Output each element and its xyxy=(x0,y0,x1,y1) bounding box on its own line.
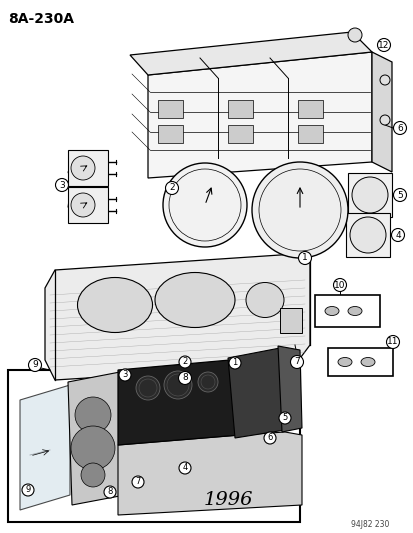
Circle shape xyxy=(379,115,389,125)
Circle shape xyxy=(298,252,311,264)
Text: 2: 2 xyxy=(182,358,187,367)
Text: 1: 1 xyxy=(232,359,237,367)
Circle shape xyxy=(252,162,347,258)
Circle shape xyxy=(228,357,240,369)
Circle shape xyxy=(278,412,290,424)
Polygon shape xyxy=(68,372,125,505)
Circle shape xyxy=(136,376,159,400)
Circle shape xyxy=(81,463,105,487)
Ellipse shape xyxy=(337,358,351,367)
Circle shape xyxy=(391,229,404,241)
Ellipse shape xyxy=(77,278,152,333)
Circle shape xyxy=(379,75,389,85)
Text: 8: 8 xyxy=(107,488,112,497)
Circle shape xyxy=(178,372,191,384)
Text: 4: 4 xyxy=(182,464,187,472)
Circle shape xyxy=(333,279,346,292)
Circle shape xyxy=(263,432,275,444)
Polygon shape xyxy=(118,360,240,445)
Polygon shape xyxy=(147,52,371,178)
Circle shape xyxy=(178,356,190,368)
Text: 7: 7 xyxy=(293,358,299,367)
Ellipse shape xyxy=(245,282,283,318)
Text: 1996: 1996 xyxy=(203,491,252,509)
Bar xyxy=(8,370,299,522)
Circle shape xyxy=(22,484,34,496)
Text: 9: 9 xyxy=(25,486,31,495)
Circle shape xyxy=(351,177,387,213)
Bar xyxy=(297,100,322,118)
Circle shape xyxy=(164,371,192,399)
Text: 6: 6 xyxy=(396,124,402,133)
Circle shape xyxy=(119,369,131,381)
Ellipse shape xyxy=(347,306,361,316)
Circle shape xyxy=(163,163,247,247)
Bar xyxy=(347,173,391,217)
Bar xyxy=(314,295,379,327)
Circle shape xyxy=(290,356,303,368)
Circle shape xyxy=(392,122,406,134)
Bar xyxy=(158,100,183,118)
Circle shape xyxy=(347,28,361,42)
Circle shape xyxy=(75,397,111,433)
Polygon shape xyxy=(130,32,371,75)
Text: 8A-230A: 8A-230A xyxy=(8,12,74,26)
Circle shape xyxy=(392,189,406,201)
Polygon shape xyxy=(228,348,284,438)
Bar xyxy=(228,100,252,118)
Circle shape xyxy=(349,217,385,253)
Text: 4: 4 xyxy=(394,230,400,239)
Bar xyxy=(228,125,252,143)
Bar xyxy=(68,187,108,223)
Circle shape xyxy=(132,476,144,488)
Polygon shape xyxy=(371,52,391,172)
Text: 2: 2 xyxy=(169,183,174,192)
Text: 6: 6 xyxy=(267,433,272,442)
Circle shape xyxy=(165,182,178,195)
Circle shape xyxy=(28,359,41,372)
Text: 8: 8 xyxy=(182,374,188,383)
Bar xyxy=(297,125,322,143)
Bar xyxy=(327,348,392,376)
Circle shape xyxy=(197,372,218,392)
Text: 3: 3 xyxy=(59,181,65,190)
Polygon shape xyxy=(277,346,301,432)
Text: 1: 1 xyxy=(301,254,307,262)
Text: 5: 5 xyxy=(282,414,287,423)
Text: 9: 9 xyxy=(32,360,38,369)
Circle shape xyxy=(71,193,95,217)
Ellipse shape xyxy=(154,272,235,327)
Polygon shape xyxy=(118,432,301,515)
Text: 12: 12 xyxy=(377,41,389,50)
Circle shape xyxy=(178,462,190,474)
Circle shape xyxy=(386,335,399,349)
Bar xyxy=(345,213,389,257)
Text: 7: 7 xyxy=(135,478,140,487)
Circle shape xyxy=(71,426,115,470)
Ellipse shape xyxy=(324,306,338,316)
Circle shape xyxy=(377,38,389,52)
Circle shape xyxy=(104,486,116,498)
Text: 5: 5 xyxy=(396,190,402,199)
Text: 3: 3 xyxy=(122,370,127,379)
Text: 11: 11 xyxy=(386,337,398,346)
Ellipse shape xyxy=(360,358,374,367)
Circle shape xyxy=(71,156,95,180)
Polygon shape xyxy=(45,253,309,380)
Text: 10: 10 xyxy=(333,280,345,289)
Bar xyxy=(158,125,183,143)
Circle shape xyxy=(55,179,68,191)
Bar xyxy=(279,308,301,333)
Text: 94J82 230: 94J82 230 xyxy=(350,521,388,529)
Polygon shape xyxy=(20,385,70,510)
Bar xyxy=(68,150,108,186)
